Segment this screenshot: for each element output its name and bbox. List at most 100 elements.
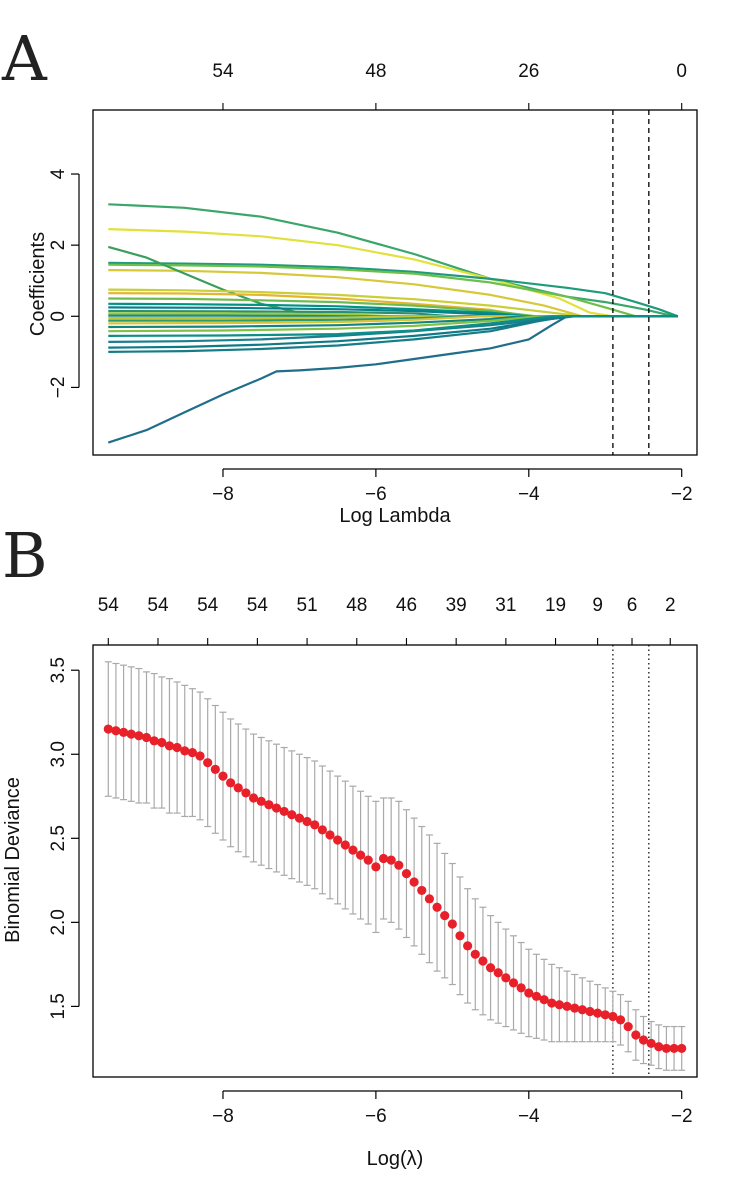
deviance-point [600, 1010, 610, 1020]
deviance-point [669, 1043, 679, 1054]
deviance-point [103, 724, 113, 734]
deviance-point [210, 764, 220, 774]
panel-b-top-axis: 54 54 54 54 51 48 46 39 31 19 9 6 2 [98, 595, 676, 645]
panel-b-top-tick-label: 46 [396, 595, 417, 616]
panel-a-y-tick-label: −2 [48, 377, 69, 399]
deviance-point [294, 813, 305, 823]
deviance-point [562, 1001, 572, 1012]
deviance-point [386, 855, 396, 865]
panel-b-top-tick-label: 6 [627, 595, 638, 616]
deviance-point [585, 1006, 595, 1017]
panel-b-y-tick-label: 2.5 [48, 825, 69, 851]
panel-b-x-tick-label: −8 [212, 1106, 234, 1127]
deviance-point [531, 991, 542, 1001]
coefficient-path-c03 [108, 261, 679, 318]
panel-b-x-axis-title: Log(λ) [367, 1148, 424, 1170]
deviance-point [677, 1043, 687, 1054]
deviance-point [424, 894, 435, 904]
deviance-point [233, 783, 243, 793]
panel-b-y-tick-label: 3.5 [48, 657, 69, 683]
panel-b-y-tick-label: 1.5 [48, 993, 69, 1019]
panel-b-top-tick-label: 54 [98, 595, 120, 616]
panel-a-top-tick-label: 54 [212, 61, 234, 82]
deviance-point [593, 1008, 603, 1018]
deviance-point [470, 949, 480, 959]
panel-a-y-axis-title: Coefficients [27, 232, 49, 336]
deviance-point [226, 778, 236, 788]
deviance-point [149, 736, 159, 746]
panel-a-x-tick-label: −8 [212, 484, 234, 505]
panel-b-x-axis: −8 −6 −4 −2 [212, 1090, 693, 1127]
panel-b-y-axis-title: Binomial Deviance [2, 777, 24, 943]
deviance-point [325, 830, 335, 840]
deviance-point [661, 1043, 672, 1054]
deviance-point [394, 860, 404, 870]
deviance-point [157, 737, 167, 748]
deviance-point [463, 941, 473, 951]
deviance-point [485, 963, 496, 973]
panel-a-letter: A [1, 22, 48, 95]
panel-b-top-tick-label: 54 [197, 595, 219, 616]
panel-b-top-tick-label: 51 [297, 595, 318, 616]
deviance-point [570, 1003, 580, 1013]
panel-a-x-tick-label: −2 [671, 484, 693, 505]
panel-b-plot-frame [92, 644, 698, 1078]
deviance-point [417, 885, 427, 896]
deviance-point [539, 995, 549, 1005]
panel-b-y-tick-label: 3.0 [48, 741, 69, 767]
panel-b-y-axis: 1.5 2.0 2.5 3.0 3.5 [48, 657, 80, 1020]
deviance-point [455, 931, 465, 941]
deviance-point [363, 855, 373, 865]
panel-a-y-tick-label: 2 [48, 240, 69, 251]
panel-a-y-tick-label: 4 [48, 168, 69, 179]
panel-a-top-tick-label: 48 [365, 61, 386, 82]
deviance-point [118, 727, 129, 738]
deviance-point [340, 840, 350, 850]
deviance-point [264, 800, 274, 810]
panel-a-plot-frame [92, 109, 698, 456]
panel-b-letter: B [2, 519, 48, 592]
coefficient-lines [107, 203, 679, 444]
deviance-point [241, 788, 251, 798]
panel-b-x-tick-label: −4 [518, 1106, 540, 1127]
panel-b-x-tick-label: −2 [671, 1106, 693, 1127]
panel-b-cross-validation: −8 −6 −4 −2 1.5 2.0 2.5 3.0 3.5 54 54 54 54 51 48 46 3… [2, 595, 698, 1170]
coefficient-path-c24 [108, 315, 678, 337]
deviance-point [180, 746, 190, 756]
deviance-point [317, 825, 327, 835]
deviance-point [355, 850, 366, 860]
deviance-point [371, 862, 381, 872]
deviance-point [623, 1021, 633, 1032]
deviance-point [164, 741, 175, 751]
deviance-point [577, 1005, 587, 1015]
panel-a-x-axis: −8 −6 −4 −2 [212, 468, 693, 505]
deviance-point [646, 1038, 656, 1048]
deviance-point [187, 747, 197, 758]
deviance-point [547, 998, 557, 1008]
panel-a-x-axis-title: Log Lambda [339, 505, 451, 527]
deviance-point [203, 758, 213, 768]
panel-b-top-tick-label: 19 [545, 595, 566, 616]
deviance-point [440, 911, 450, 921]
deviance-point [126, 729, 136, 739]
deviance-point [508, 978, 519, 988]
deviance-point [447, 919, 457, 929]
panel-b-y-tick-label: 2.0 [48, 909, 69, 935]
deviance-point [310, 820, 320, 830]
deviance-point [302, 816, 312, 827]
panel-a-y-axis: −2 0 2 4 [48, 168, 80, 399]
panel-a-x-tick-label: −6 [365, 484, 387, 505]
deviance-point [141, 732, 152, 743]
deviance-point [516, 983, 526, 993]
panel-a-top-axis: 54 48 26 0 [212, 61, 687, 110]
lambda-cutoff-lines [612, 645, 650, 1077]
deviance-point [172, 742, 182, 753]
deviance-point [615, 1015, 626, 1025]
coefficient-path-c04 [108, 263, 678, 318]
deviance-point [287, 810, 297, 820]
deviance-point [654, 1042, 664, 1052]
lambda-cutoff-lines [612, 110, 650, 455]
panel-b-top-tick-label: 39 [446, 595, 467, 616]
coefficient-path-c19 [108, 315, 678, 333]
panel-b-top-tick-label: 2 [665, 595, 676, 616]
